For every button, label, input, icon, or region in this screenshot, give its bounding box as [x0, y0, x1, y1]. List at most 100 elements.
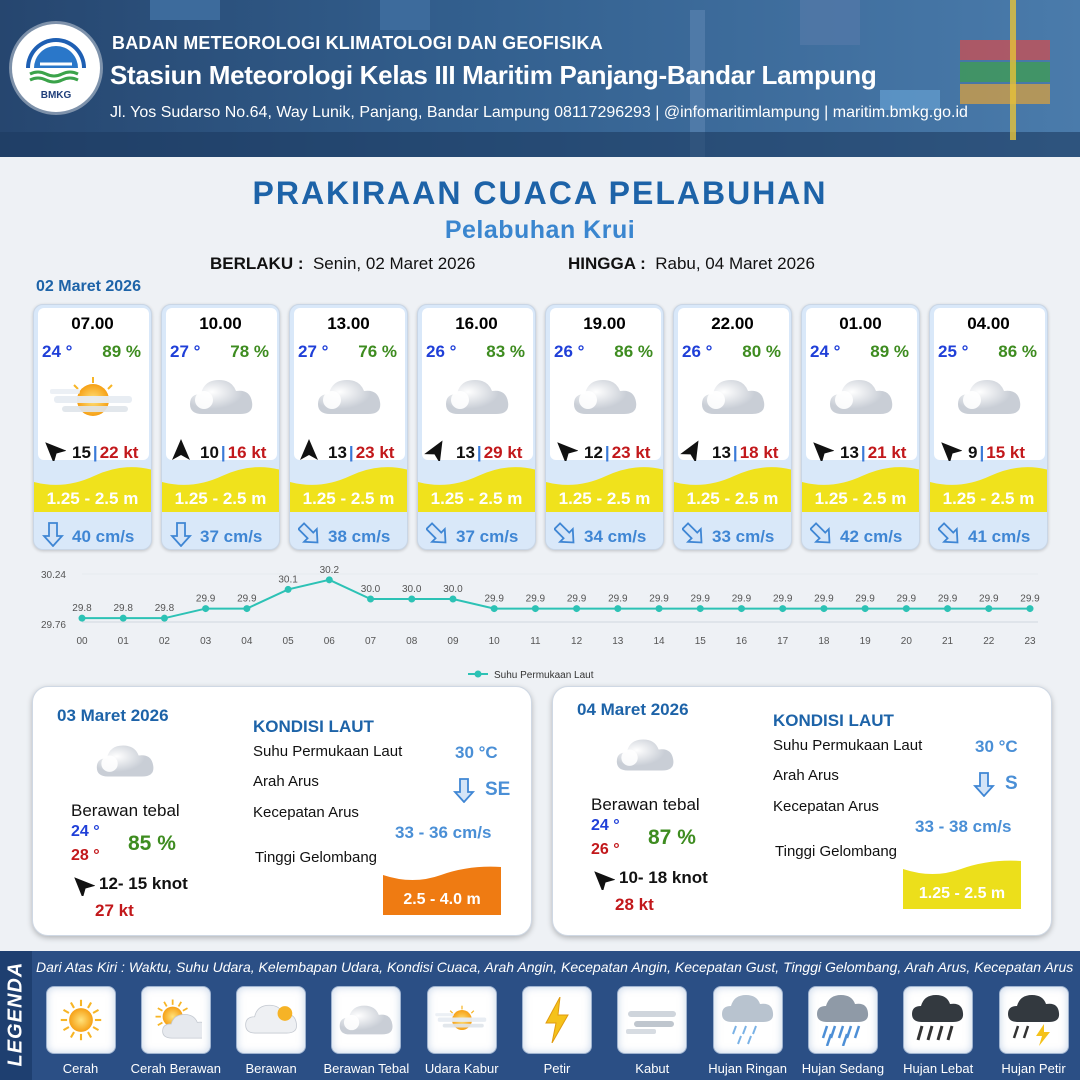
air-temperature: 26 °: [426, 342, 457, 361]
weather-condition: Berawan tebal: [591, 795, 700, 814]
forecast-time: 19.00: [583, 314, 626, 333]
x-tick-label: 04: [241, 636, 253, 647]
current-speed: 34 cm/s: [584, 526, 647, 546]
hourly-card: 04.00 25 ° 86 % 9 | 15 kt 1.25 - 2.5 m 41 cm/s: [929, 304, 1048, 550]
valid-from-label: BERLAKU :: [210, 254, 304, 273]
agency-name: BADAN METEOROLOGI KLIMATOLOGI DAN GEOFIS…: [112, 33, 603, 53]
sst-value: 30 °C: [975, 737, 1018, 756]
current-direction-icon: [553, 521, 576, 549]
port-name: Pelabuhan Krui: [444, 216, 636, 244]
wind-speed-range: 10- 18 knot: [619, 868, 708, 887]
legend-item: Hujan Lebat: [891, 986, 986, 1076]
wave-height-box: 1.25 - 2.5 m: [903, 857, 1021, 909]
data-point: [944, 605, 952, 613]
day1-date: 02 Maret 2026: [36, 278, 141, 295]
humidity: 80 %: [742, 342, 781, 361]
max-temperature: 26 °: [591, 841, 620, 858]
data-label: 30.0: [361, 584, 381, 595]
forecast-time: 16.00: [455, 314, 498, 333]
legend-title: LEGENDA: [4, 961, 27, 1067]
wind-separator: |: [860, 442, 866, 462]
hourly-card: 07.00 24 ° 89 % 15 | 22 kt 1.25 - 2.5 m 40 cm/s: [33, 304, 152, 550]
x-tick-label: 12: [571, 636, 583, 647]
data-point: [408, 595, 416, 603]
current-direction-icon: [452, 777, 476, 808]
bmkg-logo: BMKG: [12, 24, 100, 112]
wave-height: 1.25 - 2.5 m: [558, 489, 651, 508]
wind-speed: 13: [328, 442, 347, 462]
forecast-time: 10.00: [199, 314, 242, 333]
legend-item-label: Hujan Sedang: [801, 1061, 885, 1076]
data-label: 29.8: [113, 603, 133, 614]
haze-icon: [48, 375, 138, 430]
x-tick-label: 13: [612, 636, 624, 647]
data-label: 29.9: [814, 594, 834, 605]
x-tick-label: 18: [818, 636, 830, 647]
data-point: [160, 614, 168, 622]
wind-gust: 28 kt: [615, 895, 654, 914]
x-tick-label: 21: [942, 636, 954, 647]
wind-speed: 15: [72, 442, 91, 462]
data-label: 29.9: [567, 594, 587, 605]
forecast-time: 07.00: [71, 314, 114, 333]
wind-direction-icon: [424, 439, 450, 466]
x-tick-label: 03: [200, 636, 212, 647]
legend-item-label: Petir: [543, 1061, 571, 1076]
air-temperature: 24 °: [810, 342, 841, 361]
cloud-sun-icon: [236, 986, 307, 1054]
current-direction-label: Arah Arus: [773, 767, 839, 784]
data-label: 29.9: [196, 594, 216, 605]
x-tick-label: 22: [983, 636, 995, 647]
x-tick-label: 14: [653, 636, 665, 647]
wave-shape: [802, 460, 919, 512]
legend-item: Udara Kabur: [414, 986, 509, 1076]
humidity: 89 %: [870, 342, 909, 361]
x-tick-label: 07: [365, 636, 377, 647]
weather-condition: Berawan tebal: [71, 801, 180, 820]
data-point: [202, 605, 210, 613]
current-speed-label: Kecepatan Arus: [253, 804, 359, 821]
sst-line-chart: 30.24 29.76 29.8 00 29.8 01 29.8 02 29.9 03 29.9 04…: [41, 565, 1040, 681]
legend-item-label: Hujan Petir: [1001, 1061, 1066, 1076]
valid-to: HINGGA : Rabu, 04 Maret 2026: [568, 254, 815, 274]
wind-speed: 13: [712, 442, 731, 462]
data-label: 29.9: [608, 594, 628, 605]
cloud-icon: [615, 735, 675, 780]
wave-height: 1.25 - 2.5 m: [686, 489, 779, 508]
wave-height-label: Tinggi Gelombang: [775, 843, 898, 860]
legend-item-label: Berawan: [245, 1061, 297, 1076]
wave-height-box: 2.5 - 4.0 m: [383, 863, 501, 915]
daily-panel: 03 Maret 2026 Berawan tebal 24 ° 28 ° 85 % 12…: [32, 686, 532, 936]
x-tick-label: 17: [777, 636, 789, 647]
cloud-icon: [572, 375, 638, 424]
current-info: 34 cm/s: [553, 521, 647, 549]
current-info: 40 cm/s: [41, 521, 135, 549]
data-point: [119, 614, 127, 622]
wave-shape: [546, 460, 663, 512]
wind-direction-icon: [680, 439, 706, 466]
current-speed-range: 33 - 38 cm/s: [915, 817, 1012, 836]
current-info: 42 cm/s: [809, 521, 902, 549]
panel-date: 04 Maret 2026: [577, 700, 689, 719]
current-speed: 40 cm/s: [72, 526, 135, 546]
data-label: 30.0: [402, 584, 422, 595]
wind-gust: 29 kt: [483, 442, 523, 462]
current-speed: 33 cm/s: [712, 526, 775, 546]
panel-date: 03 Maret 2026: [57, 706, 169, 725]
air-temperature: 25 °: [938, 342, 969, 361]
humidity: 78 %: [230, 342, 269, 361]
current-speed-range: 33 - 36 cm/s: [395, 823, 492, 842]
sea-condition-heading: KONDISI LAUT: [773, 711, 894, 730]
x-tick-label: 20: [901, 636, 913, 647]
humidity: 89 %: [102, 342, 141, 361]
data-label: 29.9: [526, 594, 546, 605]
wave-height: 1.25 - 2.5 m: [814, 489, 907, 508]
current-direction-icon: [972, 771, 996, 802]
x-tick-label: 06: [324, 636, 336, 647]
legend-note: Dari Atas Kiri : Waktu, Suhu Udara, Kele…: [36, 959, 1074, 975]
wind-gust: 16 kt: [227, 442, 267, 462]
hourly-card: 01.00 24 ° 89 % 13 | 21 kt 1.25 - 2.5 m 42 cm/s: [801, 304, 920, 550]
wind-direction-icon: [589, 868, 616, 895]
valid-from-value: Senin, 02 Maret 2026: [312, 254, 476, 273]
data-point: [902, 605, 910, 613]
